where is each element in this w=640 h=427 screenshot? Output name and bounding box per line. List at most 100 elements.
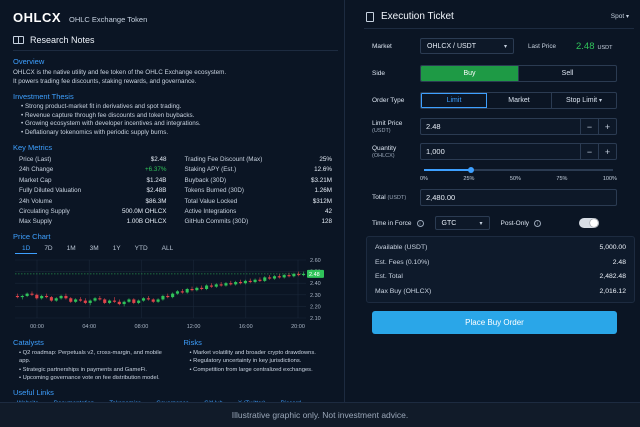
- limit-price-input[interactable]: 2.48 − +: [420, 118, 617, 135]
- list-item: Strong product-market fit in derivatives…: [21, 103, 338, 112]
- candle-body: [40, 296, 44, 299]
- execution-ticket: Execution Ticket Spot ▾ Market OHLCX / U…: [352, 4, 635, 402]
- candle-body: [205, 285, 209, 290]
- tab-1y[interactable]: 1Y: [112, 245, 121, 253]
- metric-row: Active Integrations 42: [185, 206, 333, 216]
- tab-7d[interactable]: 7D: [44, 245, 53, 253]
- candle-body: [302, 274, 306, 276]
- summary-row: Available (USDT) 5,000.00: [375, 240, 626, 255]
- candle-body: [108, 300, 112, 304]
- side-toggle: Buy Sell: [420, 65, 617, 82]
- candle-body: [15, 296, 19, 298]
- sell-button[interactable]: Sell: [561, 70, 574, 77]
- order-type-limit[interactable]: Limit: [421, 93, 487, 108]
- tif-label: Time in Force: [372, 219, 412, 227]
- ticket-title: Execution Ticket: [381, 11, 454, 22]
- chevron-down-icon: ▾: [625, 14, 629, 20]
- candle-body: [282, 275, 286, 278]
- tab-ytd[interactable]: YTD: [134, 245, 148, 253]
- candle-body: [64, 296, 68, 299]
- metric-value: 128: [321, 218, 332, 226]
- candle-body: [25, 293, 29, 297]
- candle-body: [229, 283, 233, 285]
- x-tick-label: 04:00: [82, 324, 96, 330]
- y-tick-label: 2.60: [310, 258, 321, 264]
- buy-button[interactable]: Buy: [421, 66, 519, 81]
- metric-row: Total Value Locked $312M: [185, 196, 333, 206]
- overview-heading: Overview: [13, 57, 45, 66]
- decrement-button[interactable]: −: [580, 144, 598, 159]
- metric-row: Price (Last) $2.48: [19, 154, 167, 164]
- decrement-button[interactable]: −: [580, 119, 598, 134]
- y-tick-label: 2.40: [310, 281, 321, 287]
- quantity-slider[interactable]: 0% 25% 50% 75% 100%: [420, 164, 617, 184]
- metric-value: $86.3M: [145, 197, 167, 205]
- candle-body: [166, 296, 170, 298]
- order-type-stop-limit[interactable]: Stop Limit ▾: [565, 97, 603, 104]
- candle-body: [175, 291, 180, 294]
- y-tick-label: 2.30: [310, 293, 321, 299]
- x-tick-label: 20:00: [291, 324, 305, 330]
- candle-body: [171, 293, 175, 298]
- candle-body: [49, 297, 53, 301]
- candle-body: [20, 296, 24, 298]
- metrics-heading: Key Metrics: [13, 143, 53, 153]
- tab-1m[interactable]: 1M: [66, 245, 76, 253]
- candle-body: [78, 299, 83, 301]
- quantity-label: Quantity (OHLCX): [372, 144, 397, 159]
- list-item: Deflationary tokenomics with periodic su…: [21, 129, 338, 138]
- research-panel: OHLCX OHLC Exchange Token Research Notes…: [5, 4, 339, 407]
- clipboard-icon: [366, 11, 374, 22]
- info-icon[interactable]: i: [416, 219, 424, 227]
- tab-3m[interactable]: 3M: [89, 245, 99, 253]
- list-item: Market volatility and broader crypto dra…: [190, 349, 339, 357]
- summary-value: 2,016.12: [599, 288, 626, 296]
- overview-text: OHLCX is the native utility and fee toke…: [13, 69, 227, 85]
- candle-body: [151, 299, 155, 302]
- list-item: Regulatory uncertainty in key jurisdicti…: [190, 357, 339, 365]
- limit-price-label: Limit Price (USDT): [372, 119, 403, 134]
- metric-label: Staking APY (Est.): [184, 166, 237, 174]
- links-heading: Useful Links: [13, 387, 54, 397]
- post-only-toggle[interactable]: [579, 218, 600, 228]
- info-icon[interactable]: i: [534, 219, 542, 227]
- list-item: Growing ecosystem with developer incenti…: [21, 120, 338, 129]
- candle-body: [209, 285, 213, 287]
- mode-select[interactable]: Spot ▾: [610, 13, 629, 20]
- slider-handle[interactable]: [468, 167, 475, 173]
- metric-row: Market Cap $1.24B: [19, 175, 167, 185]
- metric-label: Price (Last): [19, 156, 52, 164]
- metric-value: $2.48: [150, 156, 167, 164]
- tif-select[interactable]: GTC ▾: [434, 216, 490, 230]
- price-chart: 2.602.502.402.302.202.1000:0004:0008:001…: [13, 256, 338, 330]
- place-order-button[interactable]: Place Buy Order: [372, 311, 617, 335]
- quantity-input[interactable]: 1,000 − +: [420, 143, 617, 160]
- chevron-down-icon: ▾: [503, 43, 507, 50]
- increment-button[interactable]: +: [598, 144, 616, 159]
- order-type-market[interactable]: Market: [487, 93, 552, 108]
- metric-label: Market Cap: [19, 176, 52, 184]
- metric-label: Circulating Supply: [19, 208, 70, 216]
- candle-body: [30, 293, 34, 295]
- metric-value: $3.21M: [310, 176, 332, 184]
- disclaimer: Illustrative graphic only. Not investmen…: [0, 402, 640, 427]
- list-item: Upcoming governance vote on fee distribu…: [19, 374, 168, 382]
- post-only-label: Post-Only: [500, 219, 530, 227]
- increment-button[interactable]: +: [598, 119, 616, 134]
- metric-row: Buyback (30D) $3.21M: [185, 175, 333, 185]
- candle-body: [127, 299, 131, 302]
- tab-1d[interactable]: 1D: [15, 244, 38, 255]
- metric-label: Max Supply: [19, 218, 52, 226]
- summary-label: Max Buy (OHLCX): [375, 288, 432, 296]
- tab-all[interactable]: ALL: [161, 245, 174, 253]
- candle-body: [122, 301, 126, 305]
- total-input[interactable]: 2,480.00: [420, 189, 617, 206]
- candle-body: [93, 298, 97, 301]
- last-price-tag-label: 2.48: [309, 272, 320, 278]
- last-price-label: Last Price: [528, 42, 556, 50]
- risks-heading: Risks: [183, 338, 202, 348]
- metric-value: 25%: [319, 156, 332, 164]
- summary-row: Est. Fees (0.10%) 2.48: [375, 255, 626, 270]
- market-select[interactable]: OHLCX / USDT ▾: [420, 38, 514, 54]
- x-tick-label: 12:00: [187, 324, 201, 330]
